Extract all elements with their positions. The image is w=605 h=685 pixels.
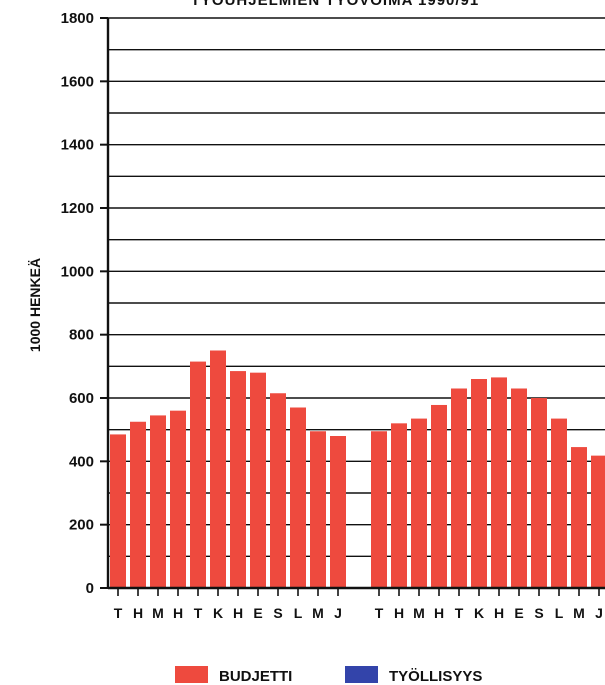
bar — [210, 350, 226, 588]
bar — [230, 371, 246, 588]
legend: BUDJETTI TYÖLLISYYS — [175, 666, 482, 685]
bar — [431, 404, 447, 588]
y-tick-label: 200 — [69, 517, 94, 534]
bar — [170, 410, 186, 588]
axes — [100, 17, 605, 596]
legend-label: TYÖLLISYYS — [389, 668, 482, 685]
bars — [110, 350, 605, 588]
chart-title: TYÖUHJELMIEN TYÖVOIMA 1990/91 — [191, 0, 480, 9]
y-tick-label: 1600 — [61, 73, 94, 90]
x-tick-label: E — [253, 605, 262, 621]
x-tick-label: M — [152, 605, 164, 621]
x-tick-label: K — [474, 605, 484, 621]
x-tick-label: T — [375, 605, 384, 621]
x-tick-label: H — [173, 605, 183, 621]
x-tick-label: L — [555, 605, 564, 621]
x-tick-label: H — [494, 605, 504, 621]
bar — [250, 372, 266, 588]
x-tick-label: H — [133, 605, 143, 621]
y-tick-label: 1000 — [61, 263, 94, 280]
y-tick-label: 0 — [86, 580, 94, 597]
bar — [451, 388, 467, 588]
bar — [571, 447, 587, 588]
bar — [551, 418, 567, 588]
bar — [531, 398, 547, 588]
legend-swatch — [345, 666, 378, 683]
bar — [491, 377, 507, 588]
bar — [591, 455, 605, 588]
bar — [130, 421, 146, 588]
bar — [190, 361, 206, 588]
x-tick-label: S — [534, 605, 543, 621]
x-tick-label: T — [114, 605, 123, 621]
y-tick-label: 400 — [69, 453, 94, 470]
x-tick-label: M — [312, 605, 324, 621]
bar — [371, 431, 387, 588]
x-tick-label: M — [573, 605, 585, 621]
legend-label: BUDJETTI — [219, 668, 292, 685]
bar — [471, 379, 487, 588]
bar — [411, 418, 427, 588]
x-tick-label: T — [194, 605, 203, 621]
x-tick-label: K — [213, 605, 223, 621]
x-tick-label: M — [413, 605, 425, 621]
x-tick-label: E — [514, 605, 523, 621]
y-tick-label: 800 — [69, 327, 94, 344]
x-tick-label: L — [294, 605, 303, 621]
bar — [391, 423, 407, 588]
y-tick-label: 1800 — [61, 10, 94, 27]
bar — [270, 393, 286, 588]
x-tick-label: H — [394, 605, 404, 621]
y-tick-label: 1200 — [61, 200, 94, 217]
bar — [511, 388, 527, 588]
bar — [330, 436, 346, 588]
bar — [310, 431, 326, 588]
x-tick-label: J — [595, 605, 603, 621]
bar — [110, 434, 126, 588]
x-tick-label: H — [233, 605, 243, 621]
x-tick-label: H — [434, 605, 444, 621]
x-tick-label: S — [273, 605, 282, 621]
y-tick-label: 600 — [69, 390, 94, 407]
x-tick-label: J — [334, 605, 342, 621]
legend-swatch — [175, 666, 208, 683]
y-axis-label: 1000 HENKEÄ — [27, 258, 43, 352]
y-tick-label: 1400 — [61, 137, 94, 154]
bar — [150, 415, 166, 588]
x-tick-label: T — [455, 605, 464, 621]
bar — [290, 407, 306, 588]
